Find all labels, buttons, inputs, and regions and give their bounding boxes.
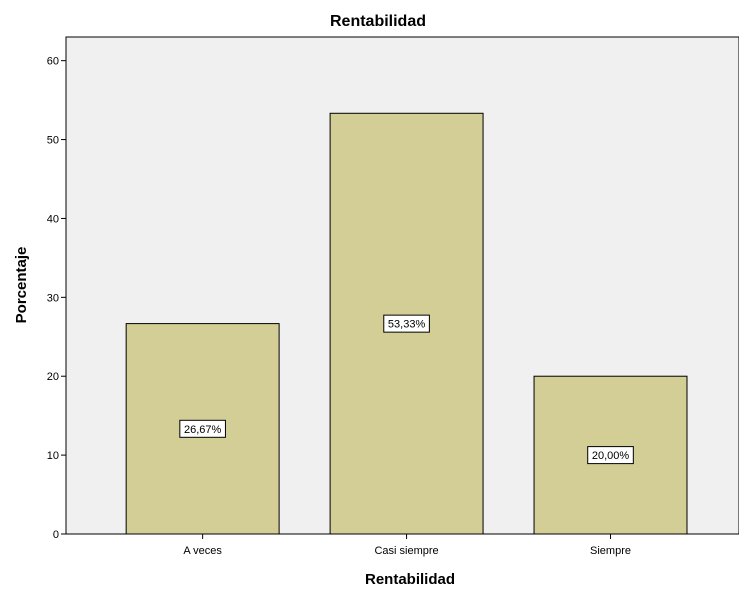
data-label: 20,00% <box>592 450 630 462</box>
bars-group: 26,67% 53,33% 20,00% <box>125 112 688 535</box>
y-axis: 0 10 20 30 40 50 60 <box>47 56 66 541</box>
data-label: 26,67% <box>184 424 222 436</box>
x-tick-label: Casi siempre <box>374 545 438 557</box>
y-tick-label: 30 <box>47 292 59 304</box>
y-tick-label: 40 <box>47 213 59 225</box>
y-axis-title: Porcentaje <box>13 247 30 324</box>
data-label-box <box>383 314 430 333</box>
y-tick-label: 10 <box>47 450 59 462</box>
y-tick-label: 50 <box>47 135 59 147</box>
x-axis: A veces Casi siempre Siempre <box>183 534 631 557</box>
chart-title: Rentabilidad <box>330 13 426 30</box>
y-tick-label: 60 <box>47 56 59 68</box>
data-label-box <box>179 419 226 438</box>
data-label: 53,33% <box>388 319 426 331</box>
x-axis-title: Rentabilidad <box>365 571 455 588</box>
y-tick-label: 20 <box>47 371 59 383</box>
y-tick-label: 0 <box>53 529 59 541</box>
x-tick-label: A veces <box>183 545 222 557</box>
x-tick-label: Siempre <box>590 545 631 557</box>
data-label-box <box>587 446 634 465</box>
